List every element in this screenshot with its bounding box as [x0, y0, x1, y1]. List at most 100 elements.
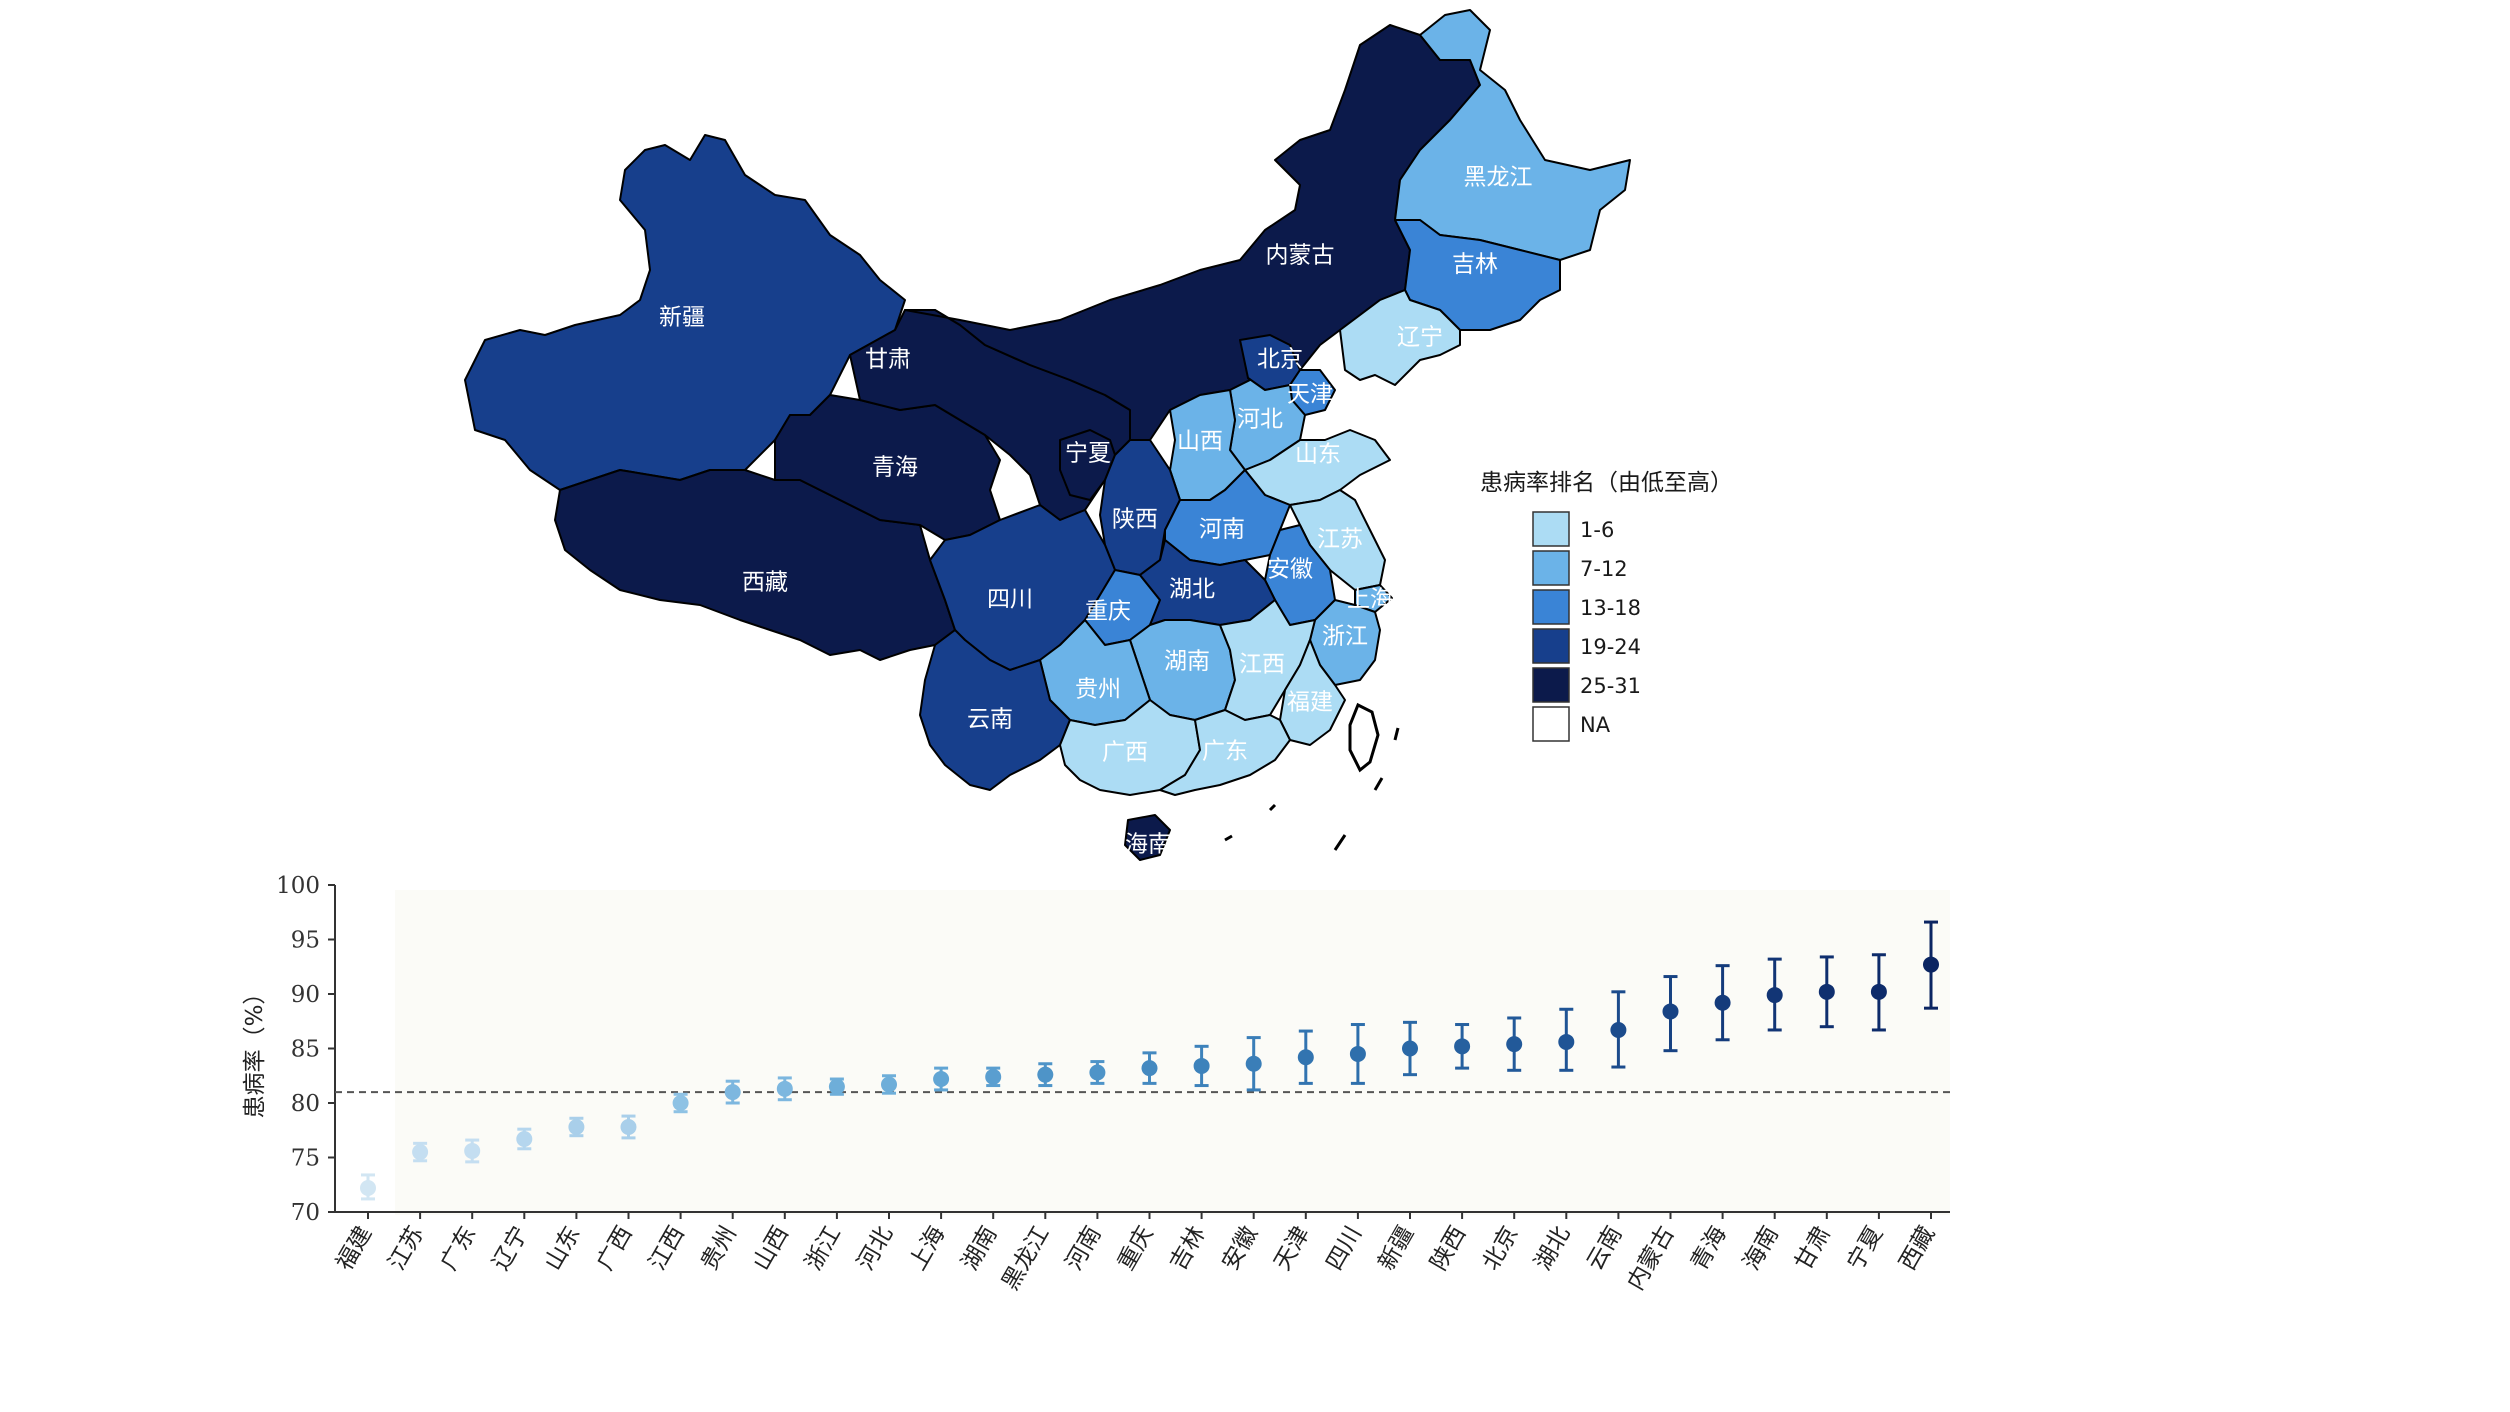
data-point: [776, 1080, 793, 1097]
x-tick-label: 青海: [1686, 1222, 1732, 1275]
data-point: [516, 1130, 533, 1147]
data-point: [1714, 994, 1731, 1011]
x-tick-label: 宁夏: [1843, 1222, 1889, 1275]
province-label: 海南: [1125, 832, 1171, 858]
province-label: 贵州: [1075, 677, 1121, 703]
province-label: 福建: [1287, 690, 1333, 716]
province-label: 新疆: [659, 305, 705, 331]
province-label: 重庆: [1085, 599, 1131, 625]
legend-swatch: [1532, 589, 1570, 625]
data-point: [1141, 1060, 1158, 1077]
province-label: 安徽: [1267, 557, 1313, 583]
x-tick-label: 云南: [1582, 1222, 1628, 1275]
map-legend: 患病率排名（由低至高） 1-6 7-12 13-18 19-24 25-31 NA: [1480, 470, 1733, 742]
data-point: [1297, 1049, 1314, 1066]
legend-title: 患病率排名（由低至高）: [1480, 470, 1733, 496]
province-label: 甘肃: [865, 347, 911, 373]
data-point: [1037, 1066, 1054, 1083]
data-point: [464, 1142, 481, 1159]
province-label: 山西: [1177, 429, 1223, 455]
province-label: 辽宁: [1397, 325, 1443, 351]
y-tick-label: 75: [291, 1146, 320, 1172]
data-point: [1558, 1033, 1575, 1050]
x-tick-label: 湖南: [957, 1222, 1003, 1275]
x-tick-label: 陕西: [1426, 1222, 1472, 1275]
taiwan-outline: [1348, 702, 1380, 773]
y-tick-label: 100: [276, 873, 320, 899]
province-label: 北京: [1257, 347, 1303, 373]
legend-label: 1-6: [1580, 518, 1614, 542]
data-point: [985, 1068, 1002, 1085]
x-tick-label: 河南: [1061, 1222, 1107, 1275]
province-label: 江苏: [1317, 527, 1363, 553]
province-label: 上海: [1347, 587, 1393, 613]
legend-swatch: [1532, 550, 1570, 586]
province-label: 西藏: [742, 570, 788, 596]
x-tick-label: 内蒙古: [1623, 1222, 1680, 1295]
province-label: 湖南: [1164, 649, 1210, 675]
x-tick-label: 广西: [592, 1222, 638, 1275]
data-point: [412, 1144, 429, 1161]
province-label: 内蒙古: [1266, 243, 1335, 269]
data-point: [1506, 1036, 1523, 1053]
province-label: 宁夏: [1065, 441, 1111, 467]
x-tick-label: 河北: [853, 1222, 899, 1275]
legend-label: 7-12: [1580, 557, 1628, 581]
x-tick-label: 海南: [1738, 1222, 1784, 1275]
legend-swatch: [1532, 667, 1570, 703]
legend-label: NA: [1580, 713, 1611, 737]
data-point: [1766, 987, 1783, 1004]
region-青海: [774, 394, 1001, 541]
province-label: 浙江: [1322, 624, 1368, 650]
plot-panel: [395, 890, 1950, 1215]
province-label: 广西: [1102, 740, 1148, 766]
x-tick-label: 江西: [644, 1222, 690, 1275]
x-tick-label: 江苏: [384, 1222, 430, 1275]
data-point: [568, 1118, 585, 1135]
data-point: [1349, 1045, 1366, 1062]
data-point: [1662, 1003, 1679, 1020]
island-mark: [1393, 727, 1400, 741]
y-axis-title: 患病率（%）: [242, 982, 268, 1119]
data-point: [1923, 956, 1939, 973]
y-tick-label: 95: [291, 928, 320, 954]
x-tick-label: 广东: [436, 1222, 482, 1275]
province-label: 青海: [872, 455, 918, 481]
data-point: [620, 1118, 637, 1135]
x-tick-label: 上海: [905, 1222, 951, 1275]
region-海南: [1124, 814, 1171, 861]
province-label: 黑龙江: [1464, 165, 1533, 191]
region-上海: [1354, 584, 1393, 613]
province-label: 江西: [1239, 652, 1285, 678]
y-tick-label: 80: [291, 1091, 320, 1117]
x-tick-label: 西藏: [1895, 1222, 1941, 1275]
legend-label: 13-18: [1580, 596, 1641, 620]
island-mark: [1333, 834, 1347, 851]
province-label: 云南: [967, 707, 1013, 733]
x-tick-label: 重庆: [1113, 1222, 1159, 1275]
province-label: 山东: [1295, 442, 1341, 468]
x-tick-label: 福建: [332, 1222, 378, 1275]
data-point: [724, 1084, 741, 1101]
x-tick-label: 北京: [1478, 1222, 1524, 1275]
legend-label: 19-24: [1580, 635, 1641, 659]
province-label: 河南: [1199, 517, 1245, 543]
province-label: 湖北: [1169, 577, 1215, 603]
data-point: [1193, 1057, 1210, 1074]
legend-swatch: [1532, 628, 1570, 664]
x-tick-label: 贵州: [696, 1222, 742, 1275]
x-tick-label: 湖北: [1530, 1222, 1576, 1275]
x-tick-label: 四川: [1322, 1222, 1368, 1275]
x-tick-label: 浙江: [801, 1222, 847, 1275]
province-label: 天津: [1287, 382, 1333, 408]
island-mark: [1373, 777, 1384, 791]
legend-swatch: [1532, 511, 1570, 547]
data-point: [1610, 1021, 1627, 1038]
x-tick-label: 甘肃: [1790, 1222, 1836, 1275]
data-point: [881, 1076, 897, 1093]
x-tick-label: 天津: [1269, 1222, 1315, 1275]
region-广东: [1159, 709, 1291, 796]
province-label: 四川: [987, 587, 1033, 613]
data-point: [1818, 983, 1835, 1000]
